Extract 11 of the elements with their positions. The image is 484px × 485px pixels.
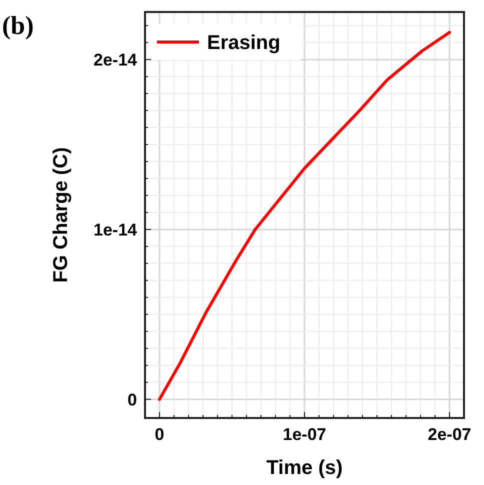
x-tick-label: 1e-07 xyxy=(282,425,326,444)
x-tick-label: 0 xyxy=(154,425,164,444)
y-tick-label: 0 xyxy=(128,390,137,410)
y-tick-label: 2e-14 xyxy=(94,50,138,70)
legend-label: Erasing xyxy=(207,32,280,54)
y-tick-label: 1e-14 xyxy=(94,220,138,240)
x-axis-title: Time (s) xyxy=(266,457,343,479)
line-series xyxy=(158,30,451,401)
y-axis-title: FG Charge (C) xyxy=(50,147,72,283)
x-tick-label: 2e-07 xyxy=(428,425,472,444)
chart-title: (b) xyxy=(2,11,34,40)
